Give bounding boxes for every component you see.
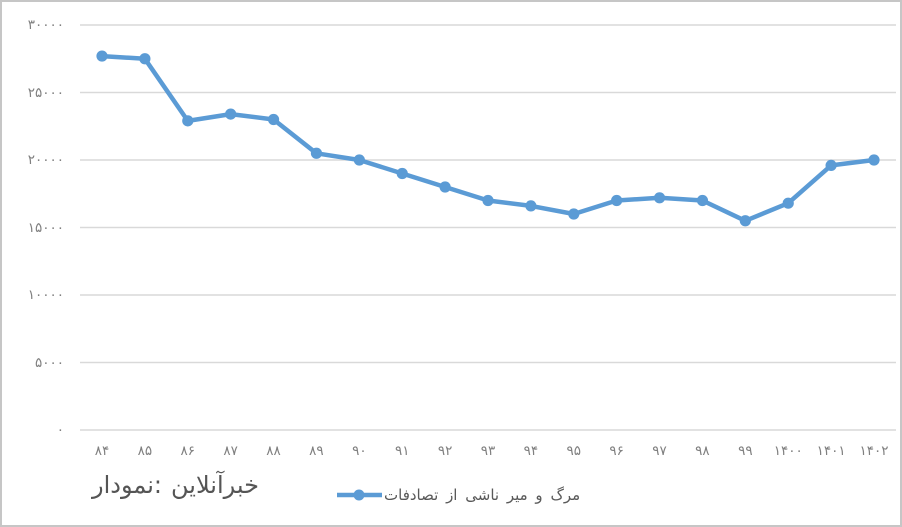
x-tick-label: ۹۱ xyxy=(394,443,410,459)
data-point-marker xyxy=(782,197,794,209)
y-tick-label: ۵۰۰۰ xyxy=(34,354,64,371)
x-tick-label: ۹۴ xyxy=(523,443,539,459)
data-point-marker xyxy=(825,159,837,171)
data-point-marker xyxy=(482,194,494,207)
legend-line-marker-icon xyxy=(337,489,382,501)
x-tick-label: ۹۲ xyxy=(437,443,453,459)
x-tick-label: ۸۹ xyxy=(309,443,324,459)
data-point-marker xyxy=(739,215,751,227)
data-point-marker xyxy=(868,154,880,166)
caption-source-name: خبرآنلاین xyxy=(171,471,259,499)
y-tick-label: ۰ xyxy=(56,422,64,438)
x-tick-label: ۹۳ xyxy=(480,443,496,459)
x-tick-label: ۹۷ xyxy=(652,443,667,459)
x-tick-label: ۹۹ xyxy=(738,443,753,459)
data-point-marker xyxy=(267,113,280,126)
x-tick-label: ۸۷ xyxy=(223,443,238,459)
x-tick-label: ۸۶ xyxy=(180,443,196,459)
y-tick-label: ۳۰۰۰۰ xyxy=(27,17,64,33)
data-point-marker xyxy=(653,192,666,204)
data-point-marker xyxy=(182,115,194,127)
source-caption: نمودار: خبرآنلاین xyxy=(92,471,259,499)
data-point-marker xyxy=(139,53,151,65)
legend: مرگ و میر ناشی از تصادفات xyxy=(336,485,580,505)
y-tick-label: ۲۵۰۰۰ xyxy=(27,84,64,101)
data-point-marker xyxy=(96,50,108,62)
data-point-marker xyxy=(310,147,323,159)
data-point-marker xyxy=(439,181,451,193)
data-point-marker xyxy=(353,154,365,166)
y-tick-label: ۱۵۰۰۰ xyxy=(27,219,64,236)
data-point-marker xyxy=(525,200,537,212)
data-point-marker xyxy=(696,194,709,207)
x-tick-label: ۸۴ xyxy=(94,443,110,459)
data-point-marker xyxy=(611,194,623,207)
x-tick-label: ۹۶ xyxy=(609,443,624,459)
x-tick-label: ۱۴۰۲ xyxy=(859,443,889,459)
caption-word-chart: نمودار: xyxy=(92,471,162,499)
x-tick-label: ۱۴۰۰ xyxy=(773,443,803,459)
x-tick-label: ۱۴۰۱ xyxy=(816,443,846,459)
y-tick-label: ۱۰۰۰۰ xyxy=(27,287,64,303)
data-point-marker xyxy=(396,167,408,180)
data-point-marker xyxy=(225,108,237,120)
data-point-marker xyxy=(568,208,580,220)
x-tick-label: ۹۰ xyxy=(352,443,367,459)
y-tick-label: ۲۰۰۰۰ xyxy=(27,152,64,168)
x-tick-label: ۸۵ xyxy=(137,443,153,459)
x-tick-label: ۹۵ xyxy=(566,443,582,459)
x-tick-label: ۸۸ xyxy=(266,443,281,459)
x-tick-label: ۹۸ xyxy=(695,443,710,459)
legend-series-label: مرگ و میر ناشی از تصادفات xyxy=(384,486,581,504)
